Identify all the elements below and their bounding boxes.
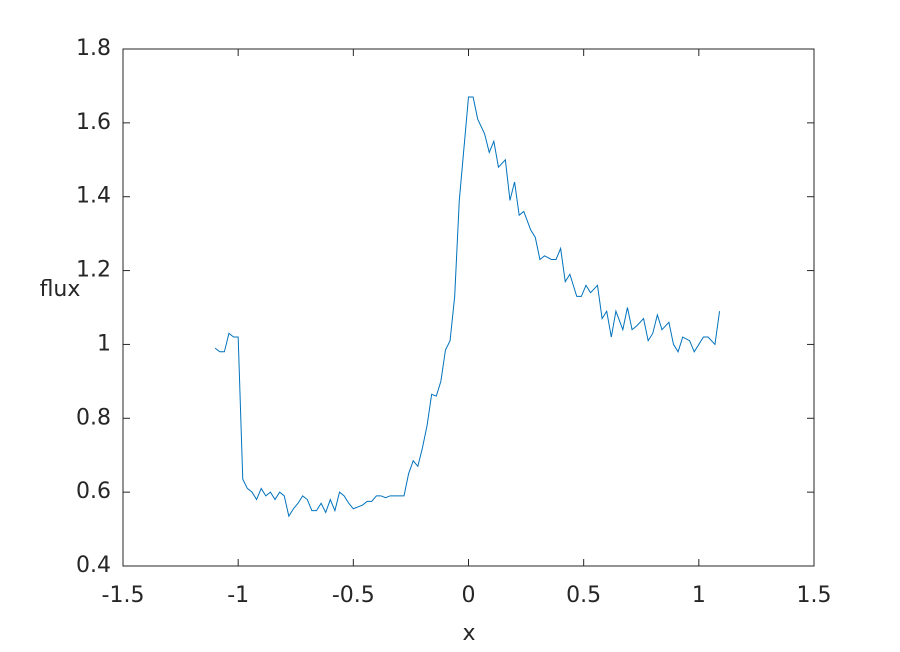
x-tick-label: 0.5 [566, 583, 601, 608]
y-tick-label: 0.4 [76, 553, 111, 578]
x-tick-label: -1.5 [102, 583, 145, 608]
y-tick-label: 0.8 [76, 405, 111, 430]
x-tick-label: 0 [462, 583, 476, 608]
y-tick-label: 1.8 [76, 36, 111, 61]
x-axis-label: x [462, 621, 475, 646]
y-tick-label: 1.2 [76, 258, 111, 283]
x-tick-label: -0.5 [332, 583, 375, 608]
y-tick-label: 1 [97, 331, 111, 356]
y-tick-label: 1.4 [76, 184, 111, 209]
y-axis-label: flux [40, 277, 81, 302]
x-tick-label: 1.5 [797, 583, 832, 608]
y-tick-label: 1.6 [76, 110, 111, 135]
x-tick-label: 1 [692, 583, 706, 608]
x-tick-label: -1 [227, 583, 249, 608]
y-tick-label: 0.6 [76, 479, 111, 504]
data-line [214, 96, 721, 518]
